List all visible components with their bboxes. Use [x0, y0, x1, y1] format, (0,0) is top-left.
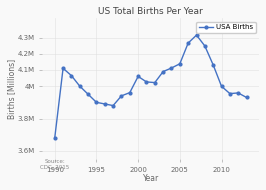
Line: USA Births: USA Births [53, 34, 248, 139]
Title: US Total Births Per Year: US Total Births Per Year [98, 7, 203, 16]
USA Births [61, 67, 65, 70]
USA Births [178, 63, 181, 65]
USA Births [195, 34, 198, 36]
USA Births [128, 91, 131, 94]
USA Births [53, 137, 56, 139]
USA Births [120, 95, 123, 97]
USA Births [161, 70, 165, 73]
USA Births [211, 64, 215, 66]
USA Births [145, 81, 148, 83]
USA Births [136, 75, 140, 78]
USA Births [245, 96, 248, 99]
USA Births [86, 93, 90, 95]
USA Births [203, 45, 206, 47]
USA Births [220, 85, 223, 87]
X-axis label: Year: Year [143, 174, 159, 183]
USA Births [237, 92, 240, 94]
Legend: USA Births: USA Births [196, 22, 256, 33]
USA Births [228, 93, 231, 95]
USA Births [111, 105, 115, 107]
USA Births [78, 85, 81, 87]
USA Births [153, 82, 156, 84]
Y-axis label: Births [Millions]: Births [Millions] [7, 59, 16, 119]
Text: Source:
CDC, 2015: Source: CDC, 2015 [40, 159, 69, 170]
USA Births [170, 67, 173, 69]
USA Births [95, 101, 98, 104]
USA Births [70, 74, 73, 77]
USA Births [186, 42, 190, 44]
USA Births [103, 103, 106, 105]
